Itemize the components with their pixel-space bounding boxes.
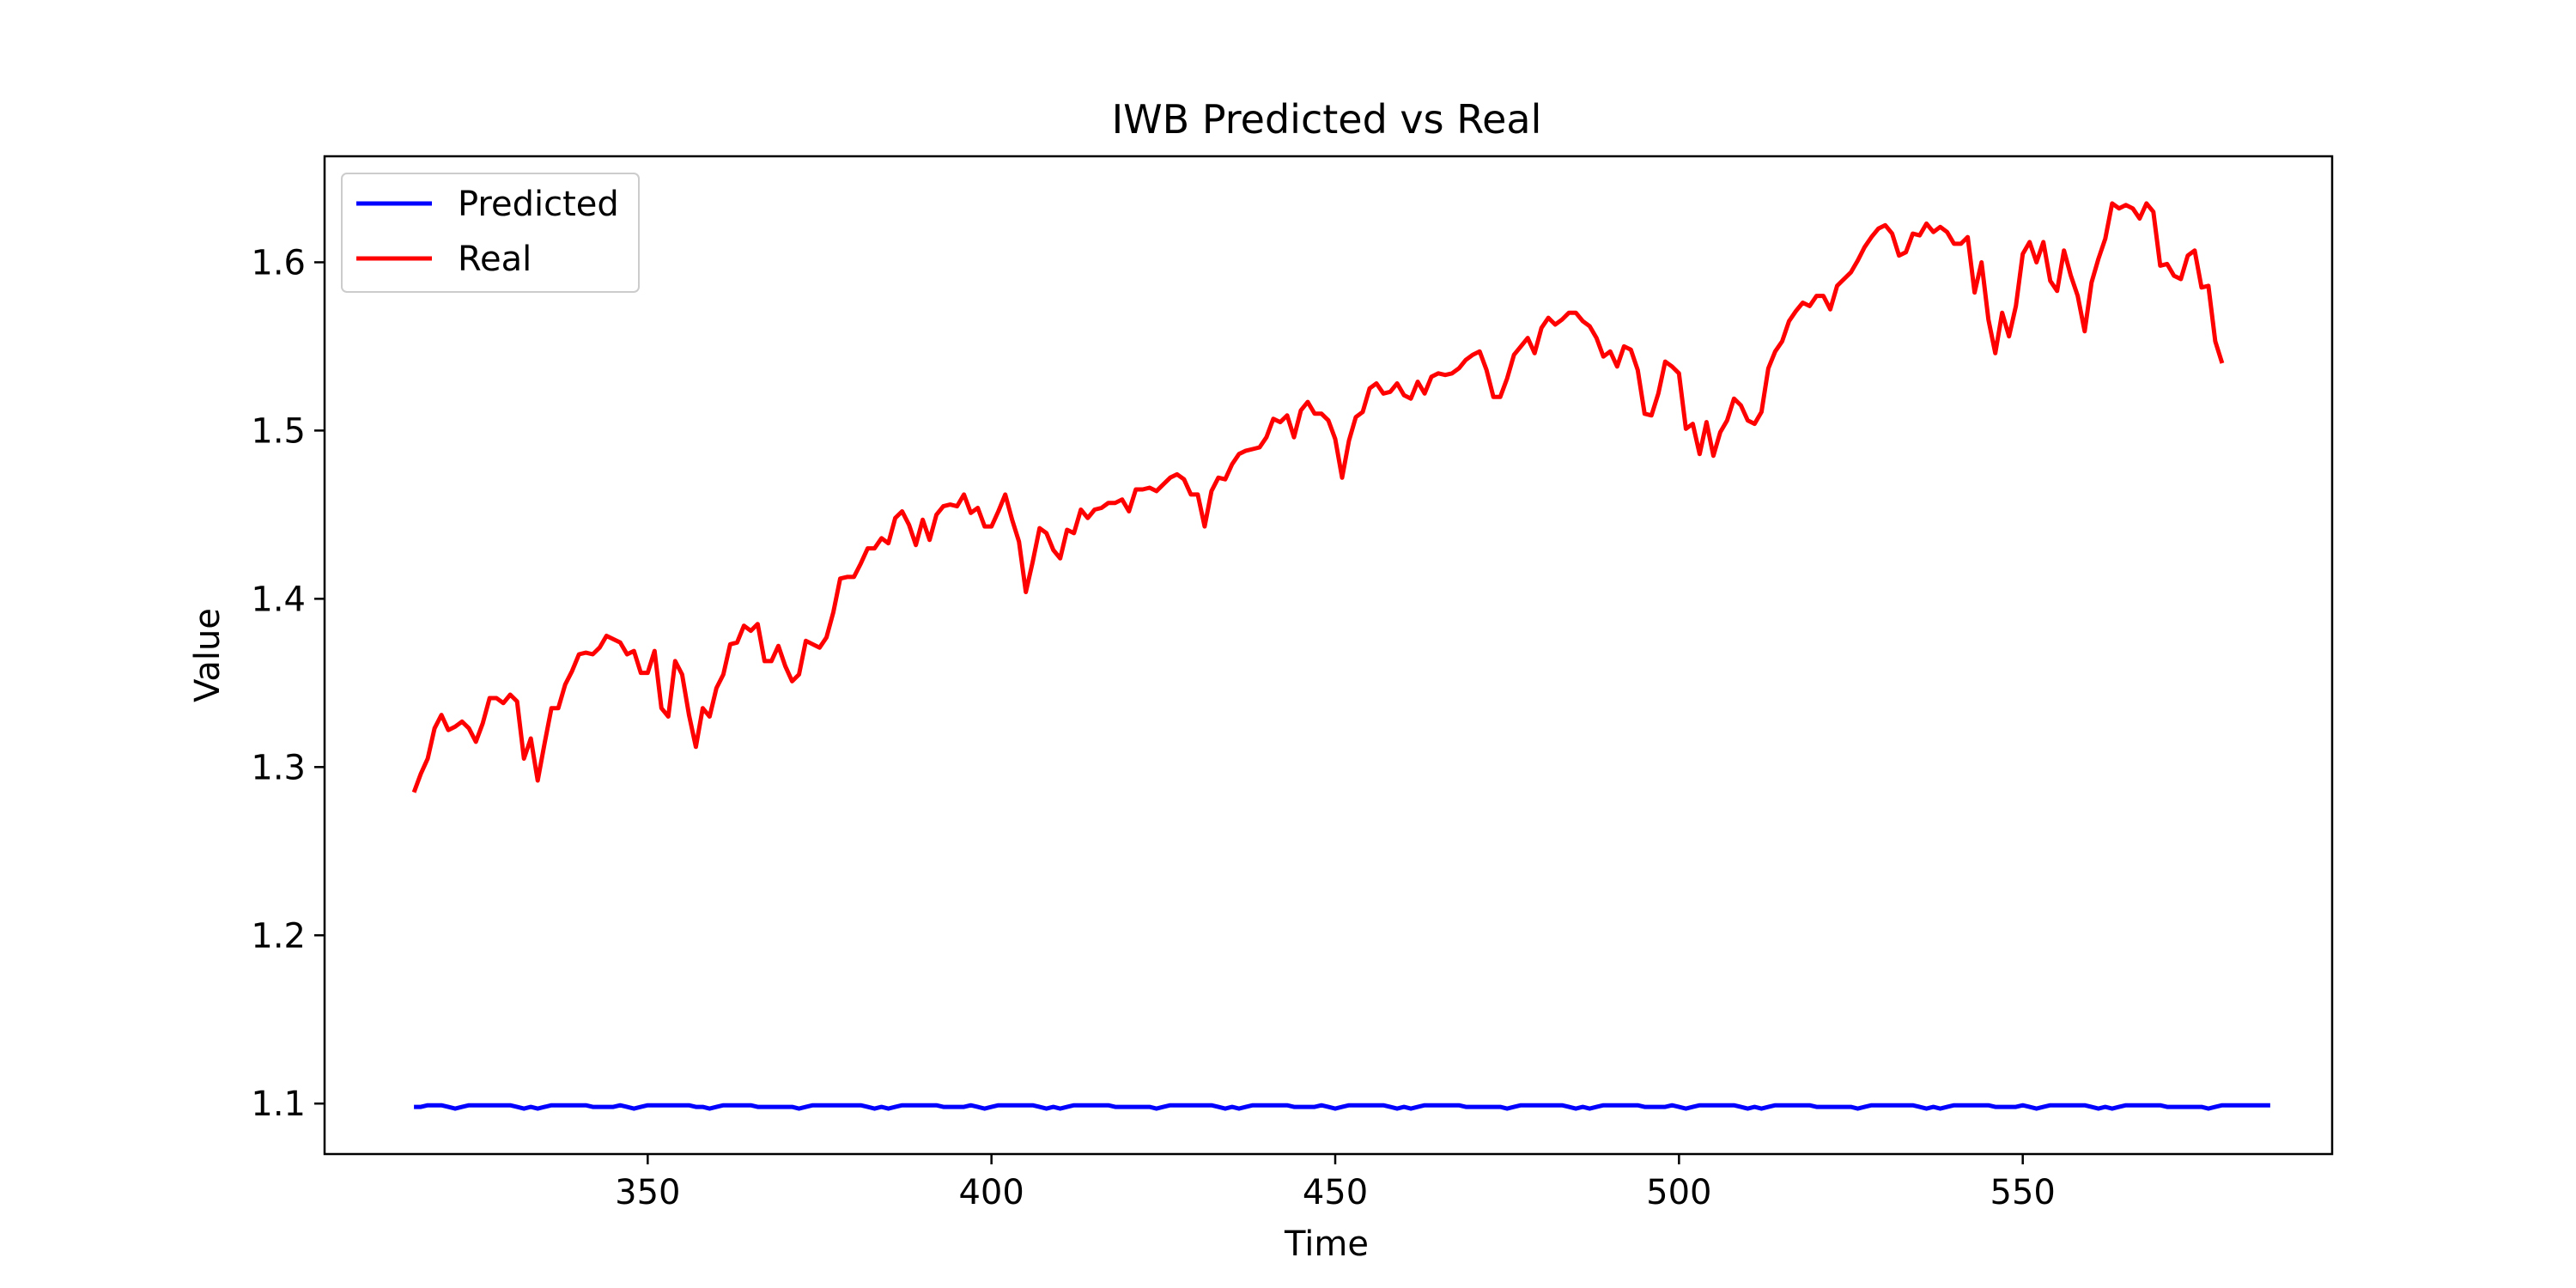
x-tick-label: 500	[1646, 1173, 1711, 1212]
series-line-real	[411, 201, 2225, 793]
y-axis-label: Value	[188, 608, 228, 702]
y-axis-ticks: 1.1 1.2 1.3 1.4 1.5 1.6	[251, 243, 325, 1124]
chart-title: IWB Predicted vs Real	[1112, 96, 1542, 143]
series-line-predicted	[414, 1103, 2270, 1111]
y-tick-label: 1.1	[251, 1084, 306, 1124]
legend-label-predicted: Predicted	[458, 185, 619, 224]
x-tick-label: 450	[1303, 1173, 1368, 1212]
y-tick-label: 1.2	[251, 916, 306, 956]
x-tick-label: 550	[1990, 1173, 2056, 1212]
series-layer	[411, 201, 2270, 1111]
plot-area	[323, 155, 2334, 1156]
y-tick-label: 1.4	[251, 580, 306, 619]
y-tick-label: 1.6	[251, 243, 306, 283]
legend: Predicted Real	[341, 173, 640, 293]
x-tick-label: 400	[958, 1173, 1024, 1212]
y-tick-label: 1.3	[251, 748, 306, 787]
legend-label-real: Real	[458, 240, 532, 279]
x-tick-label: 350	[615, 1173, 680, 1212]
axes-frame	[323, 155, 2334, 1156]
x-axis-ticks: 350 400 450 500 550	[615, 1154, 2056, 1212]
y-tick-label: 1.5	[251, 411, 306, 451]
x-axis-label: Time	[1284, 1224, 1369, 1264]
